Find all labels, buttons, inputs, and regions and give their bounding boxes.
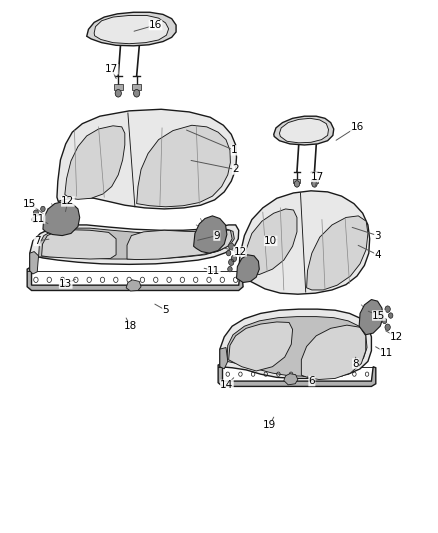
Circle shape [294,181,300,187]
Circle shape [226,251,231,256]
Polygon shape [43,201,80,236]
Polygon shape [30,252,39,274]
Text: 17: 17 [311,172,324,182]
Text: 10: 10 [264,236,277,246]
Text: 2: 2 [232,165,239,174]
Text: 16: 16 [350,122,364,132]
Polygon shape [229,322,293,371]
Polygon shape [87,12,176,46]
Text: 17: 17 [105,64,118,74]
Circle shape [229,243,234,249]
Polygon shape [311,179,318,183]
Circle shape [134,90,140,97]
Text: 19: 19 [263,421,276,430]
Polygon shape [94,15,169,44]
Polygon shape [239,191,370,294]
Polygon shape [244,209,297,274]
Polygon shape [30,225,239,271]
Polygon shape [293,179,300,183]
Text: 11: 11 [32,214,45,223]
Circle shape [234,248,239,253]
Polygon shape [126,280,141,291]
Polygon shape [220,309,371,378]
Text: 14: 14 [220,380,233,390]
Circle shape [312,181,317,187]
Polygon shape [274,116,334,145]
Circle shape [231,255,237,262]
Text: 18: 18 [124,321,137,331]
Text: 6: 6 [308,376,315,386]
Polygon shape [42,230,116,259]
Polygon shape [284,374,298,385]
Text: 12: 12 [390,332,403,342]
Circle shape [33,210,39,216]
Text: 1: 1 [231,146,238,155]
Polygon shape [132,84,141,90]
Polygon shape [57,109,237,209]
Polygon shape [39,228,234,259]
Polygon shape [307,216,368,290]
Circle shape [229,259,234,265]
Text: 15: 15 [23,199,36,208]
Polygon shape [65,126,125,199]
Text: 16: 16 [149,20,162,30]
Circle shape [382,318,387,324]
Text: 12: 12 [61,197,74,206]
Polygon shape [194,216,227,253]
Text: 11: 11 [380,348,393,358]
Polygon shape [227,317,367,376]
Text: 7: 7 [34,236,41,246]
Polygon shape [220,348,228,369]
Text: 11: 11 [207,266,220,276]
Circle shape [41,206,45,212]
Polygon shape [137,125,230,207]
Text: 3: 3 [374,231,381,240]
Polygon shape [127,230,232,260]
Polygon shape [27,268,243,290]
Text: 13: 13 [59,279,72,288]
Text: 15: 15 [372,311,385,320]
Circle shape [385,324,390,330]
Circle shape [228,266,232,272]
Text: 9: 9 [213,231,220,240]
Polygon shape [301,325,366,379]
Circle shape [385,306,390,312]
Circle shape [32,217,36,222]
Polygon shape [279,118,328,143]
Circle shape [389,313,393,318]
Text: 8: 8 [352,359,359,368]
Polygon shape [359,300,383,335]
Polygon shape [114,84,123,90]
Polygon shape [237,255,259,282]
Text: 5: 5 [162,305,169,315]
Polygon shape [218,364,376,386]
Text: 4: 4 [374,250,381,260]
Text: 12: 12 [233,247,247,256]
Circle shape [115,90,121,97]
